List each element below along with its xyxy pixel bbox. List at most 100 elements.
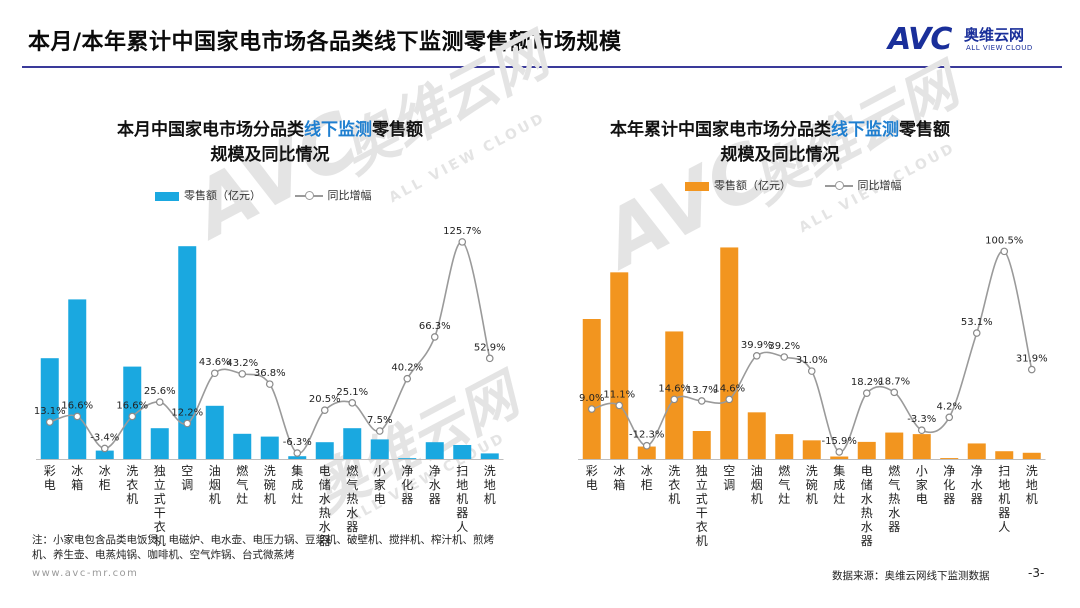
growth-label-2: -3.4% bbox=[90, 432, 119, 443]
growth-line bbox=[591, 250, 1033, 453]
growth-label-2: -12.3% bbox=[629, 430, 664, 441]
bar-0 bbox=[582, 319, 601, 459]
category-label-7: 气 bbox=[236, 477, 248, 492]
category-label-7: 燃 bbox=[778, 463, 790, 478]
growth-point-16 bbox=[1027, 365, 1036, 374]
growth-label-6: 43.6% bbox=[199, 357, 231, 368]
bar-10 bbox=[857, 441, 876, 459]
category-label-12: 家 bbox=[916, 477, 928, 492]
category-label-12: 家 bbox=[374, 477, 386, 492]
growth-label-7: 39.2% bbox=[768, 341, 800, 352]
category-label-11: 燃 bbox=[888, 463, 900, 478]
bar-6 bbox=[747, 412, 766, 459]
category-label-8: 碗 bbox=[264, 477, 276, 492]
growth-point-10 bbox=[862, 389, 871, 397]
category-label-6: 油 bbox=[209, 464, 221, 478]
growth-point-4 bbox=[155, 398, 164, 406]
growth-point-14 bbox=[972, 329, 981, 337]
page-number: -3- bbox=[1028, 566, 1045, 580]
category-label-12: 小 bbox=[916, 464, 928, 478]
category-label-5: 空 bbox=[181, 464, 193, 478]
legend-monthly: 零售额（亿元） 同比增幅 bbox=[155, 187, 402, 203]
logo-en: ALL VIEW CLOUD bbox=[966, 44, 1033, 52]
chart-title-ytd-line2: 规模及同比情况 bbox=[720, 145, 840, 165]
category-label-10: 水 bbox=[861, 520, 873, 534]
category-label-13: 化 bbox=[943, 478, 955, 492]
bar-16 bbox=[480, 453, 499, 459]
bar-9 bbox=[288, 456, 307, 459]
growth-label-1: 16.6% bbox=[61, 400, 93, 411]
category-label-6: 机 bbox=[209, 492, 221, 506]
growth-point-5 bbox=[183, 419, 192, 428]
growth-point-13 bbox=[403, 374, 412, 383]
legend-line-label: 同比增幅 bbox=[327, 189, 372, 202]
category-label-8: 洗 bbox=[806, 464, 818, 478]
category-label-11: 燃 bbox=[346, 463, 358, 478]
category-label-12: 小 bbox=[374, 464, 386, 478]
category-label-11: 气 bbox=[346, 477, 358, 492]
growth-label-7: 43.2% bbox=[226, 358, 258, 369]
category-label-15: 器 bbox=[456, 506, 468, 520]
category-label-5: 空 bbox=[723, 464, 735, 478]
bar-8 bbox=[260, 436, 279, 459]
category-label-11: 器 bbox=[888, 520, 900, 534]
growth-point-13 bbox=[945, 413, 954, 422]
growth-point-5 bbox=[725, 395, 734, 404]
growth-point-12 bbox=[375, 427, 384, 435]
category-label-11: 器 bbox=[346, 520, 358, 534]
category-label-5: 调 bbox=[723, 478, 735, 492]
chart-title-ytd-prefix: 本年累计中国家电市场分品类 bbox=[610, 120, 831, 140]
growth-label-13: 40.2% bbox=[391, 363, 423, 374]
growth-point-9 bbox=[293, 449, 302, 457]
category-label-15: 扫 bbox=[998, 464, 1010, 478]
category-label-9: 成 bbox=[291, 478, 303, 492]
category-label-7: 灶 bbox=[778, 492, 790, 506]
category-label-7: 气 bbox=[778, 477, 790, 492]
growth-point-11 bbox=[890, 388, 899, 397]
category-label-3: 洗 bbox=[126, 464, 138, 478]
category-label-10: 储 bbox=[319, 477, 331, 492]
chart-title-ytd-highlight: 线下监测 bbox=[831, 120, 899, 140]
growth-label-16: 52.9% bbox=[474, 342, 506, 353]
category-label-3: 衣 bbox=[668, 477, 680, 492]
category-label-6: 烟 bbox=[751, 478, 763, 492]
category-label-12: 电 bbox=[374, 492, 386, 506]
chart-title-ytd: 本年累计中国家电市场分品类线下监测零售额 规模及同比情况 bbox=[560, 118, 1000, 168]
page-title: 本月/本年累计中国家电市场各品类线下监测零售额市场规模 bbox=[28, 30, 622, 55]
bar-15 bbox=[995, 451, 1014, 459]
category-label-13: 器 bbox=[401, 492, 413, 506]
legend-bar-label: 零售额（亿元） bbox=[714, 179, 791, 192]
category-label-3: 洗 bbox=[668, 464, 680, 478]
category-label-11: 水 bbox=[346, 506, 358, 520]
category-label-9: 成 bbox=[833, 478, 845, 492]
growth-label-15: 125.7% bbox=[443, 226, 481, 237]
category-label-4: 机 bbox=[696, 534, 708, 548]
bar-6 bbox=[205, 405, 224, 459]
category-label-10: 电 bbox=[861, 464, 873, 478]
category-label-9: 灶 bbox=[833, 492, 845, 506]
category-label-0: 彩 bbox=[44, 464, 56, 478]
legend-line-label: 同比增幅 bbox=[857, 179, 902, 192]
chart-title-ytd-suffix: 零售额 bbox=[899, 120, 950, 140]
category-label-15: 地 bbox=[998, 478, 1010, 492]
bar-14 bbox=[425, 442, 444, 459]
growth-label-1: 11.1% bbox=[603, 389, 635, 400]
category-label-14: 净 bbox=[971, 464, 983, 478]
category-label-15: 扫 bbox=[456, 464, 468, 478]
category-label-8: 洗 bbox=[264, 464, 276, 478]
bar-12 bbox=[912, 434, 931, 459]
growth-point-1 bbox=[73, 412, 82, 421]
bar-7 bbox=[775, 434, 794, 459]
growth-label-14: 53.1% bbox=[961, 317, 993, 328]
category-label-3: 机 bbox=[668, 492, 680, 506]
footer-url[interactable]: www.avc-mr.com bbox=[32, 568, 139, 579]
growth-point-6 bbox=[210, 369, 219, 378]
growth-line bbox=[49, 241, 491, 454]
category-label-13: 净 bbox=[401, 464, 413, 478]
category-label-9: 灶 bbox=[291, 492, 303, 506]
chart-ytd: 9.0%11.1% -12.3% 14.6%13.7%14.6% 39.9%39.2%… bbox=[578, 235, 1048, 548]
growth-label-3: 16.6% bbox=[116, 400, 148, 411]
growth-point-6 bbox=[752, 351, 761, 360]
growth-label-9: -15.9% bbox=[822, 436, 857, 447]
legend-line-marker bbox=[824, 181, 853, 191]
